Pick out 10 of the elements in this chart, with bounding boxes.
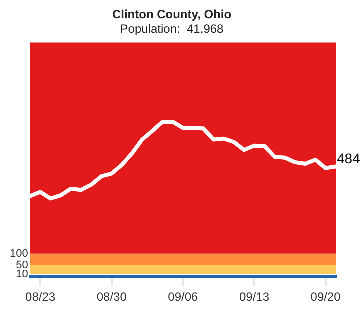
x-tick-label: 08/30 — [96, 290, 128, 304]
x-tick-label: 09/13 — [239, 290, 270, 304]
x-tick-label: 09/06 — [168, 290, 199, 304]
chart-title: Clinton County, Ohio — [112, 8, 232, 22]
y-tick-label: 10 — [16, 268, 28, 280]
x-tick-label: 09/20 — [310, 290, 342, 304]
y-tick-label: 100 — [10, 248, 28, 260]
data-label: 484 — [337, 150, 360, 167]
chart-subtitle: Population: 41,968 — [120, 22, 224, 36]
x-tick-label: 08/23 — [26, 290, 56, 304]
